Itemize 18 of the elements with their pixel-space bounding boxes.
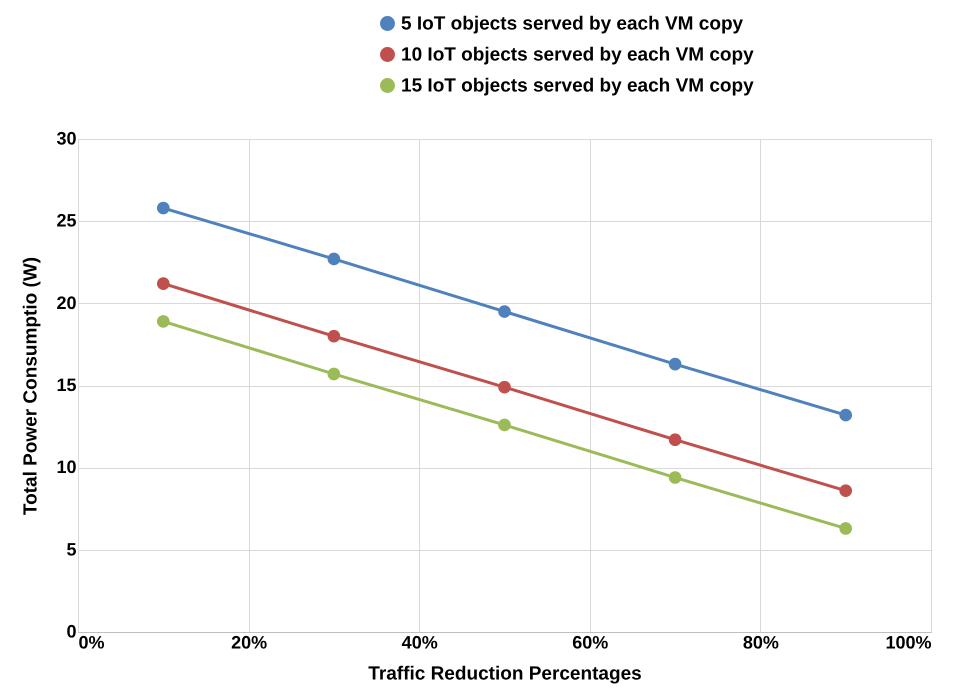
x-axis-title: Traffic Reduction Percentages <box>368 664 642 684</box>
legend-label: 10 IoT objects served by each VM copy <box>401 44 754 66</box>
legend-label: 15 IoT objects served by each VM copy <box>401 76 754 96</box>
y-tick-label: 25 <box>56 210 76 231</box>
legend-label: 5 IoT objects served by each VM copy <box>401 14 744 34</box>
y-tick-label: 15 <box>56 375 76 395</box>
y-tick-label: 0 <box>66 622 76 642</box>
y-tick-label: 20 <box>56 292 76 313</box>
x-tick-label: 60% <box>572 632 608 652</box>
x-tick-label: 0% <box>78 632 105 652</box>
y-tick-label: 30 <box>56 128 76 148</box>
y-axis-title: Total Power Consumptio (W) <box>20 256 42 516</box>
x-tick-label: 80% <box>742 632 779 652</box>
x-tick-label: 100% <box>885 632 932 652</box>
x-tick-label: 40% <box>402 632 438 652</box>
x-tick-label: 20% <box>231 632 268 652</box>
y-tick-label: 5 <box>66 539 76 560</box>
y-tick-label: 10 <box>56 457 76 478</box>
